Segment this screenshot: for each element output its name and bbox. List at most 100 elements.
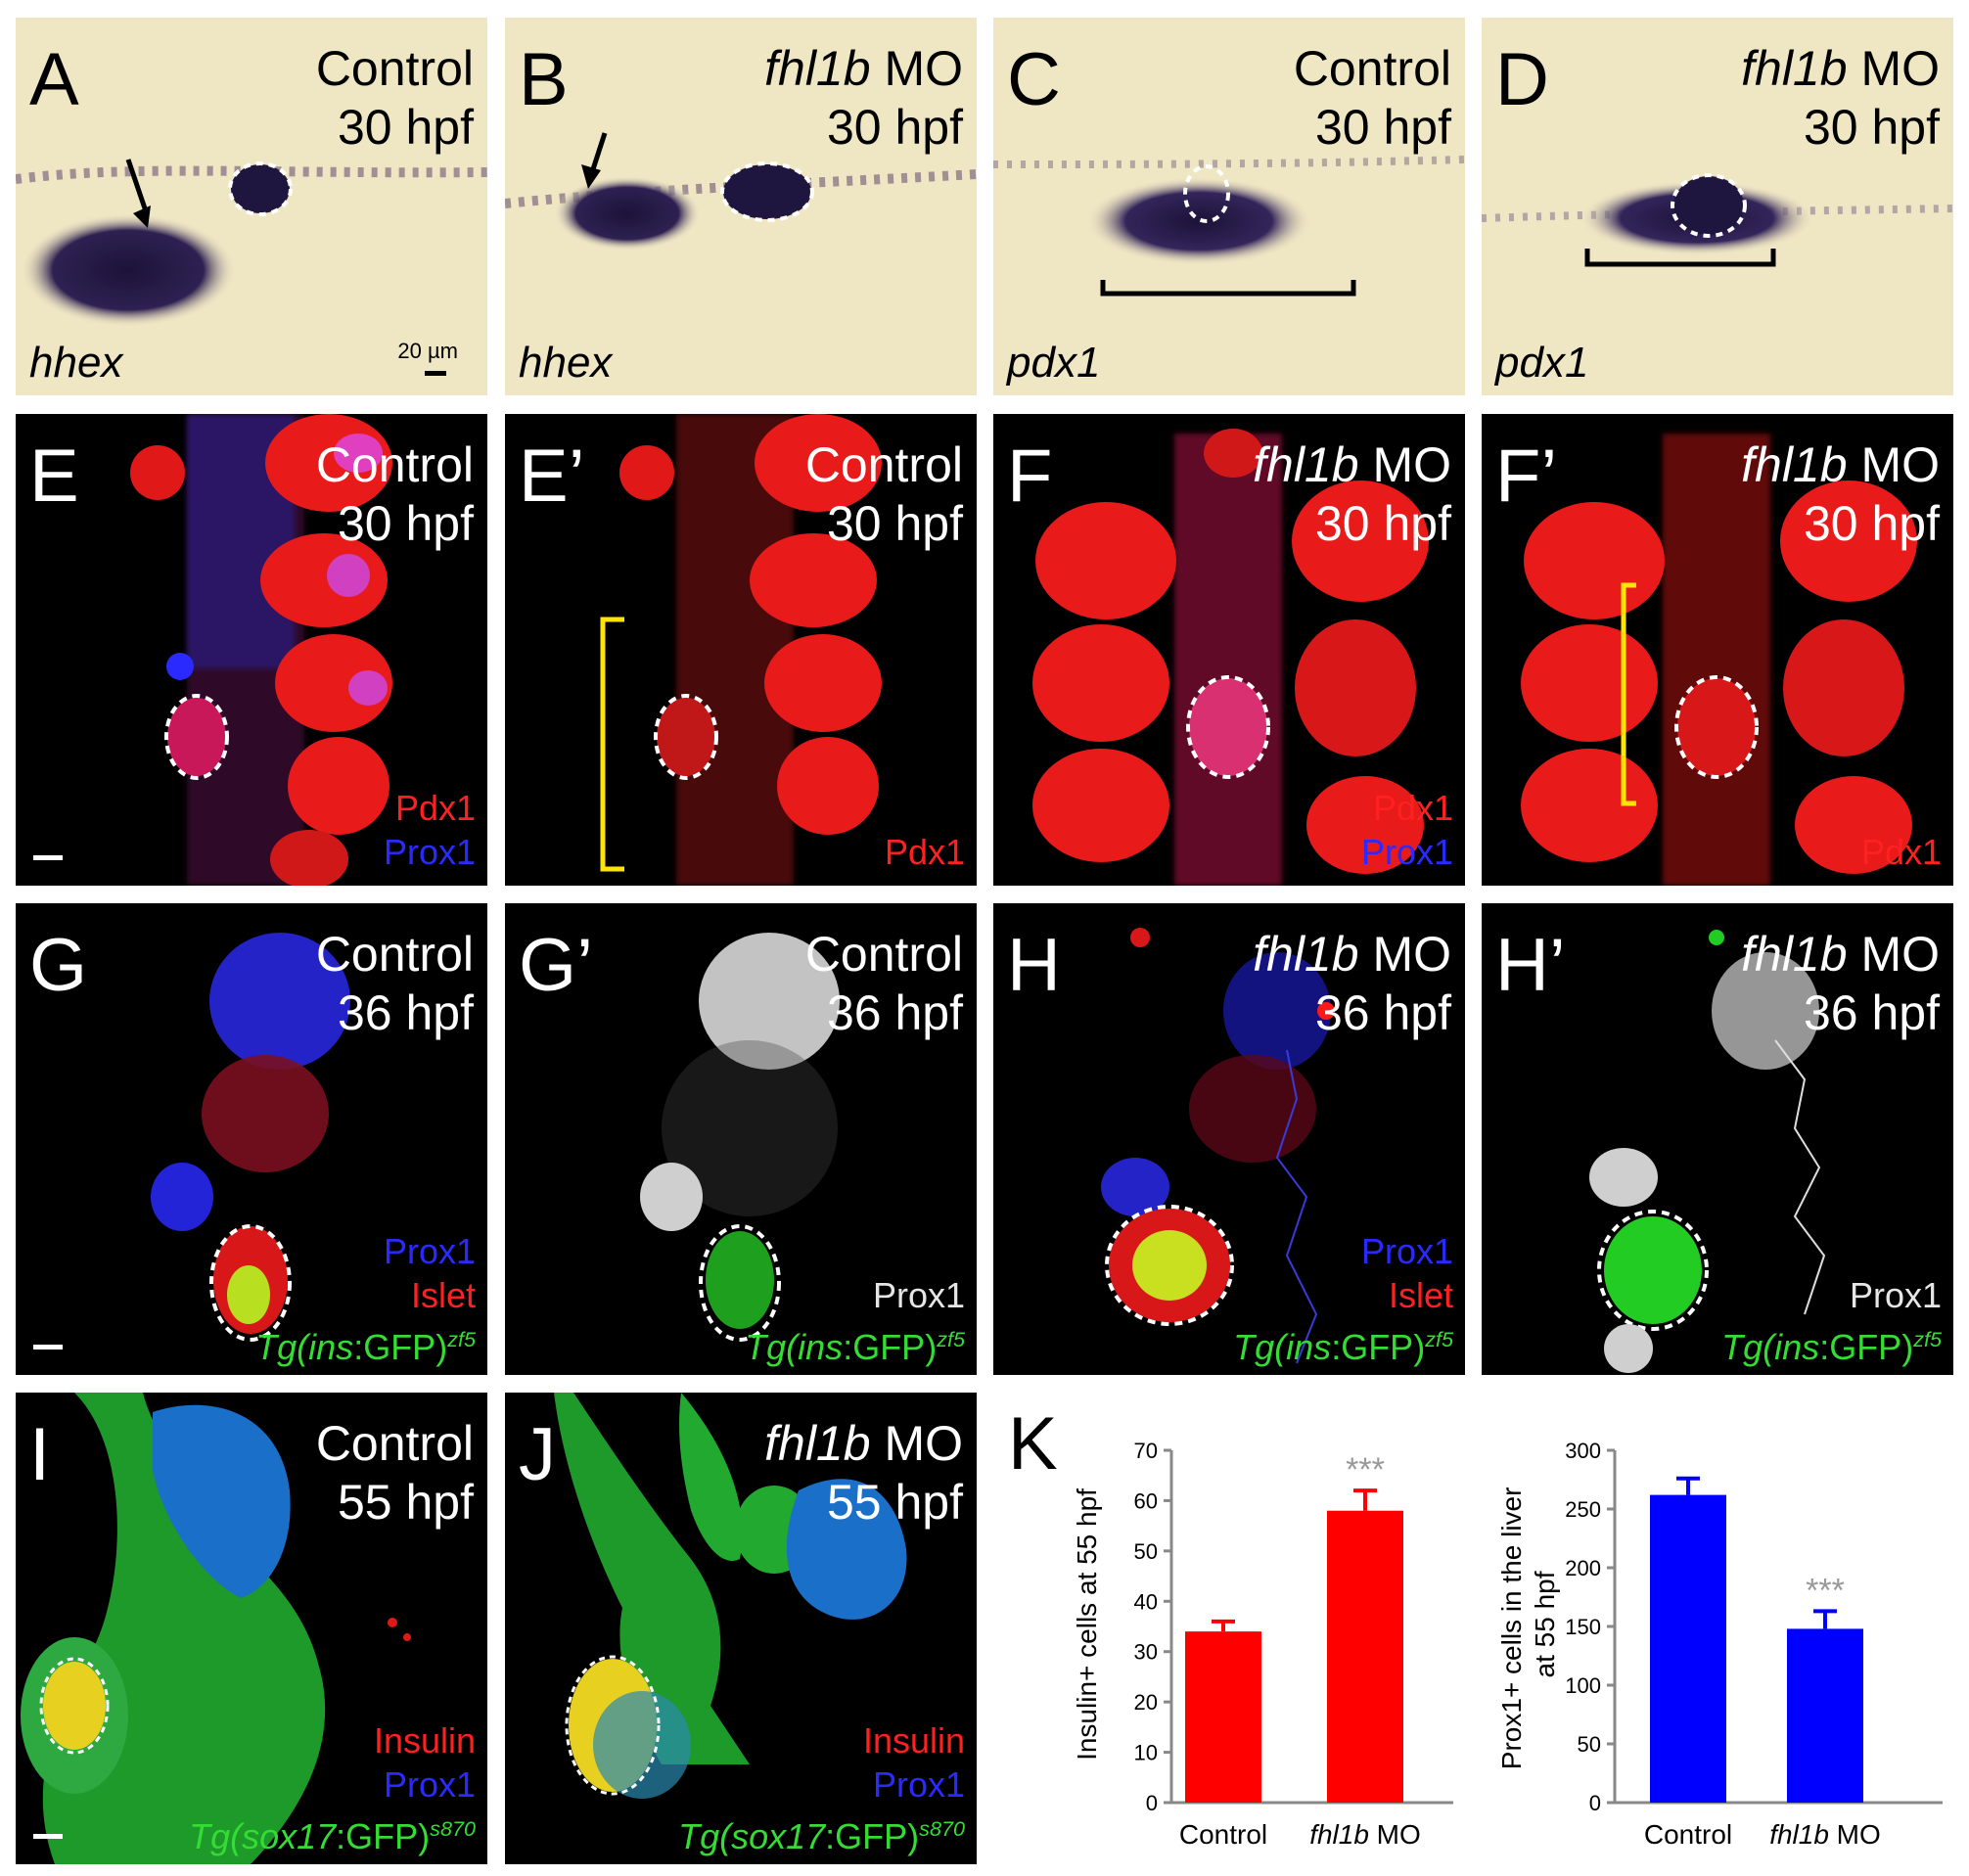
panel-h-image [1101, 928, 1335, 1364]
stain-labels: Insulin Prox1 Tg(sox17:GFP)s870 [678, 1720, 965, 1856]
bar [1327, 1510, 1403, 1803]
panel-e-image [130, 414, 392, 886]
panel-d-image [1482, 173, 1953, 267]
panel-letter: I [29, 1413, 51, 1496]
y-tick-label: 30 [1134, 1640, 1158, 1665]
panel-e: E Control 30 hpf Pdx1 Prox1 [16, 414, 487, 886]
y-tick-label: 200 [1565, 1556, 1601, 1580]
stain-labels: Pdx1 [1860, 832, 1942, 872]
condition-label: Control 36 hpf [804, 927, 963, 1040]
y-tick-label: 60 [1134, 1488, 1158, 1513]
panel-letter: F [1007, 435, 1053, 518]
y-axis-label: Insulin+ cells at 55 hpf [1072, 1488, 1102, 1761]
gene-label: hhex [29, 339, 123, 387]
significance-marker: *** [1346, 1451, 1385, 1488]
panel-f-prime-image [1521, 434, 1917, 886]
scale-bar [425, 371, 446, 376]
panel-e-prime-image [600, 414, 882, 886]
panel-b-image [505, 132, 977, 251]
condition-label: fhl1b MO 30 hpf [764, 41, 963, 155]
panel-c-image [993, 156, 1465, 297]
y-tick-label: 300 [1565, 1439, 1601, 1463]
panel-letter: H [1007, 924, 1061, 1007]
condition-label: Control 30 hpf [1293, 41, 1451, 155]
panel-c: C Control 30 hpf pdx1 [993, 18, 1465, 395]
condition-label: fhl1b MO 55 hpf [764, 1416, 963, 1530]
y-tick-label: 40 [1134, 1589, 1158, 1614]
panel-b: B fhl1b MO 30 hpf hhex [505, 18, 977, 395]
y-tick-label: 70 [1134, 1439, 1158, 1463]
plot-area: 0 10 20 30 40 50 60 70 Control *** fhl1b MO [1134, 1439, 1453, 1850]
panel-f-prime: F’ fhl1b MO 30 hpf Pdx1 [1482, 414, 1953, 886]
stain-labels: Pdx1 Prox1 [383, 788, 476, 872]
scale-bar [33, 855, 63, 860]
panel-g: G Control 36 hpf Prox1 Islet Tg(ins:GFP)zf5 [16, 903, 487, 1375]
scale-bar [33, 1834, 63, 1839]
panel-g-prime-image [640, 933, 840, 1342]
condition-label: Control 36 hpf [315, 927, 474, 1040]
panel-letter: G’ [519, 924, 593, 1007]
panel-letter: G [29, 924, 88, 1007]
bar [1185, 1631, 1261, 1803]
panel-letter: K [1008, 1402, 1058, 1486]
condition-label: fhl1b MO 36 hpf [1741, 927, 1940, 1040]
gene-label: hhex [519, 339, 613, 387]
bar [1650, 1494, 1726, 1803]
panel-h: H fhl1b MO 36 hpf Prox1 Islet Tg(ins:GFP)zf… [993, 903, 1465, 1375]
panel-letter: E [29, 435, 79, 518]
panel-d: D fhl1b MO 30 hpf pdx1 [1482, 18, 1953, 395]
scale-label: 20 µm [397, 339, 458, 363]
panel-i: I Control 55 hpf Insulin Prox1 Tg(sox17:GFP… [16, 1393, 487, 1864]
y-tick-label: 50 [1134, 1539, 1158, 1564]
panel-j-image [554, 1393, 907, 1799]
stain-labels: Insulin Prox1 Tg(sox17:GFP)s870 [189, 1720, 476, 1856]
panel-i-image [21, 1393, 411, 1864]
x-tick-label: Control [1179, 1819, 1267, 1850]
panel-g-image [151, 933, 350, 1342]
x-tick-label: Control [1644, 1819, 1732, 1850]
stain-labels: Prox1 Islet Tg(ins:GFP)zf5 [255, 1231, 476, 1367]
gene-label: pdx1 [1495, 339, 1589, 387]
panel-f: F fhl1b MO 30 hpf Pdx1 Prox1 [993, 414, 1465, 886]
gene-label: pdx1 [1007, 339, 1101, 387]
stain-labels: Prox1 Tg(ins:GFP)zf5 [1721, 1275, 1942, 1367]
condition-label: Control 30 hpf [315, 41, 474, 155]
panel-letter: F’ [1495, 435, 1558, 518]
y-tick-label: 20 [1134, 1690, 1158, 1715]
stain-labels: Pdx1 [884, 832, 965, 872]
y-tick-label: 250 [1565, 1497, 1601, 1522]
chart-prox1: Prox1+ cells in the liver at 55 hpf 0 50 1… [1496, 1439, 1943, 1850]
panel-g-prime: G’ Control 36 hpf Prox1 Tg(ins:GFP)zf5 [505, 903, 977, 1375]
panel-a: A Control 30 hpf hhex 20 µm [16, 18, 487, 395]
panel-letter: D [1495, 38, 1549, 121]
stain-labels: Prox1 Tg(ins:GFP)zf5 [745, 1275, 965, 1367]
scale-bar [33, 1345, 63, 1350]
condition-label: Control 30 hpf [804, 437, 963, 551]
panel-letter: J [519, 1413, 556, 1496]
panel-h-prime: H’ fhl1b MO 36 hpf Prox1 Tg(ins:GFP)zf5 [1482, 903, 1953, 1375]
stain-labels: Pdx1 Prox1 [1360, 788, 1453, 872]
panel-h-prime-image [1589, 930, 1826, 1373]
panel-j: J fhl1b MO 55 hpf Insulin Prox1 Tg(sox17:GF… [505, 1393, 977, 1864]
condition-label: Control 55 hpf [315, 1416, 474, 1530]
plot-area: 0 50 100 150 200 250 300 Control *** fhl1b MO [1565, 1439, 1943, 1850]
condition-label: fhl1b MO 30 hpf [1253, 437, 1451, 551]
panel-letter: C [1007, 38, 1061, 121]
condition-label: fhl1b MO 36 hpf [1253, 927, 1451, 1040]
stain-labels: Prox1 Islet Tg(ins:GFP)zf5 [1233, 1231, 1453, 1367]
panel-a-image [16, 159, 487, 327]
bar [1787, 1628, 1863, 1803]
significance-marker: *** [1806, 1572, 1845, 1609]
y-tick-label: 100 [1565, 1673, 1601, 1698]
condition-label: Control 30 hpf [315, 437, 474, 551]
y-tick-label: 0 [1589, 1791, 1601, 1815]
panel-letter: H’ [1495, 924, 1566, 1007]
panel-e-prime: E’ Control 30 hpf Pdx1 [505, 414, 977, 886]
y-tick-label: 0 [1146, 1791, 1158, 1815]
condition-label: fhl1b MO 30 hpf [1741, 437, 1940, 551]
y-tick-label: 10 [1134, 1741, 1158, 1765]
x-tick-label: fhl1b MO [1309, 1819, 1421, 1850]
panel-letter: A [29, 38, 79, 121]
panel-letter: B [519, 38, 569, 121]
panel-f-image [1032, 429, 1429, 886]
